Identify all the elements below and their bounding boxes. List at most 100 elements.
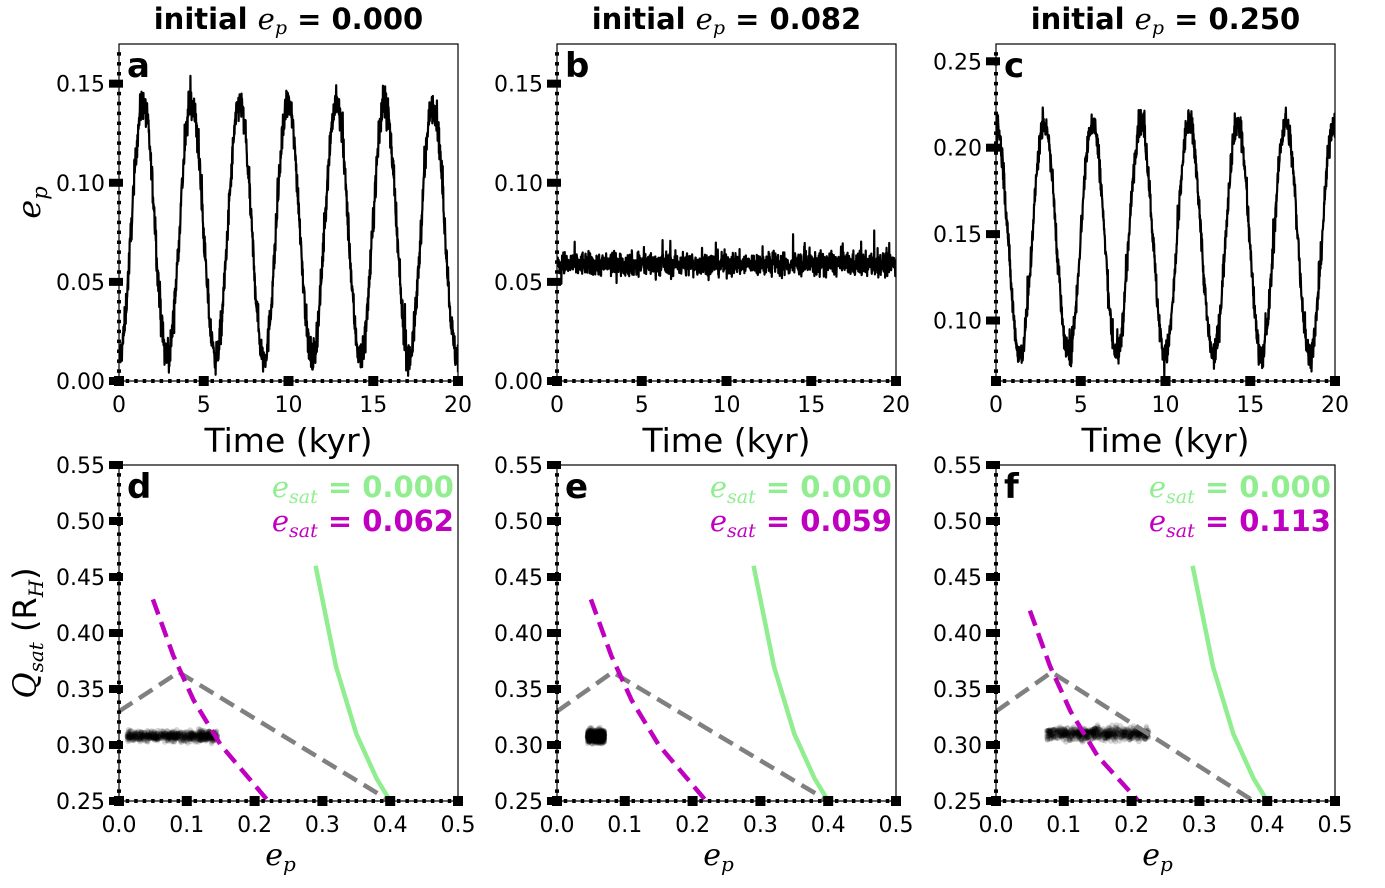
scatter-point: [166, 733, 172, 739]
scatter-point: [597, 731, 604, 738]
scatter-point: [594, 734, 601, 740]
scatter-point: [143, 734, 150, 741]
scatter-point: [1112, 734, 1119, 740]
scatter-point: [127, 728, 134, 734]
scatter-point: [586, 738, 593, 745]
scatter-point: [593, 735, 600, 741]
scatter-point: [1095, 725, 1101, 732]
major-tick: [636, 376, 647, 386]
scatter-point: [131, 732, 137, 738]
scatter-point: [206, 728, 212, 735]
scatter-point: [599, 732, 605, 739]
y-tick-label: 0.15: [494, 73, 543, 98]
scatter-point: [179, 732, 186, 739]
scatter-point: [601, 739, 607, 745]
scatter-point: [156, 733, 163, 740]
scatter-point: [167, 733, 174, 740]
scatter-point: [199, 732, 206, 739]
scatter-point: [1071, 732, 1078, 739]
scatter-point: [139, 732, 145, 738]
scatter-point: [136, 732, 143, 739]
major-tick: [109, 797, 123, 805]
scatter-point: [1069, 732, 1075, 739]
scatter-point: [182, 737, 189, 743]
scatter-point: [139, 734, 145, 740]
scatter-point: [138, 734, 144, 740]
scatter-point: [592, 735, 598, 742]
scatter-point: [588, 732, 595, 738]
scatter-point: [173, 727, 180, 733]
scatter-point: [587, 731, 593, 737]
scatter-point: [1130, 730, 1136, 736]
scatter-point: [595, 736, 601, 742]
x-tick-label: 10: [275, 393, 303, 418]
scatter-point: [1046, 727, 1053, 734]
y-tick-label: 0.45: [494, 566, 543, 591]
scatter-point: [148, 733, 155, 739]
scatter-point: [599, 727, 606, 734]
scatter-point: [202, 733, 209, 740]
scatter-point: [597, 729, 604, 735]
scatter-point: [1087, 729, 1093, 736]
scatter-point: [591, 733, 597, 740]
scatter-point: [1122, 729, 1128, 736]
scatter-point: [161, 739, 168, 745]
major-tick: [986, 230, 1000, 239]
scatter-point: [164, 737, 170, 744]
scatter-point: [597, 733, 603, 739]
scatter-point: [142, 732, 149, 739]
scatter-point: [586, 734, 593, 741]
scatter-point: [1107, 731, 1114, 737]
scatter-point: [598, 735, 605, 742]
scatter-point: [1068, 726, 1075, 733]
scatter-point: [598, 727, 604, 734]
scatter-point: [593, 734, 599, 740]
scatter-point: [1062, 730, 1069, 737]
scatter-point: [598, 731, 605, 738]
scatter-point: [586, 732, 592, 739]
scatter-point: [585, 730, 592, 737]
green-curve: [751, 565, 831, 801]
scatter-point: [126, 734, 133, 740]
scatter-point: [1061, 730, 1068, 737]
scatter-point: [596, 735, 603, 741]
major-tick: [198, 376, 209, 386]
scatter-point: [593, 733, 599, 740]
scatter-point: [176, 734, 182, 740]
scatter-point: [1103, 735, 1109, 741]
scatter-point: [1084, 733, 1090, 740]
scatter-point: [590, 730, 596, 736]
scatter-point: [586, 737, 593, 744]
scatter-point: [185, 735, 192, 741]
scatter-point: [172, 734, 178, 740]
scatter-point: [593, 734, 600, 741]
scatter-point: [181, 734, 187, 741]
scatter-point: [155, 735, 162, 741]
scatter-point: [588, 733, 594, 739]
scatter-point: [601, 732, 607, 738]
scatter-point: [125, 738, 131, 745]
scatter-point: [1063, 731, 1069, 738]
scatter-point: [1056, 732, 1063, 739]
scatter-point: [599, 740, 606, 747]
panel-label: c: [1004, 46, 1024, 86]
scatter-point: [592, 734, 599, 741]
scatter-point: [1064, 725, 1071, 732]
scatter-point: [591, 733, 597, 739]
scatter-point: [587, 730, 594, 736]
scatter-point: [127, 731, 134, 738]
scatter-point: [191, 729, 197, 736]
scatter-point: [189, 736, 196, 742]
scatter-point: [587, 728, 594, 735]
scatter-point: [1086, 728, 1093, 734]
scatter-point: [593, 735, 599, 741]
x-tick-label: 0: [989, 393, 1003, 418]
x-axis-label: Time (kyr): [641, 421, 810, 460]
scatter-point: [154, 736, 160, 743]
scatter-point: [136, 734, 143, 741]
scatter-point: [599, 731, 606, 738]
scatter-point: [1063, 732, 1070, 739]
scatter-point: [1120, 732, 1127, 739]
scatter-point: [187, 730, 193, 736]
scatter-point: [197, 728, 204, 734]
